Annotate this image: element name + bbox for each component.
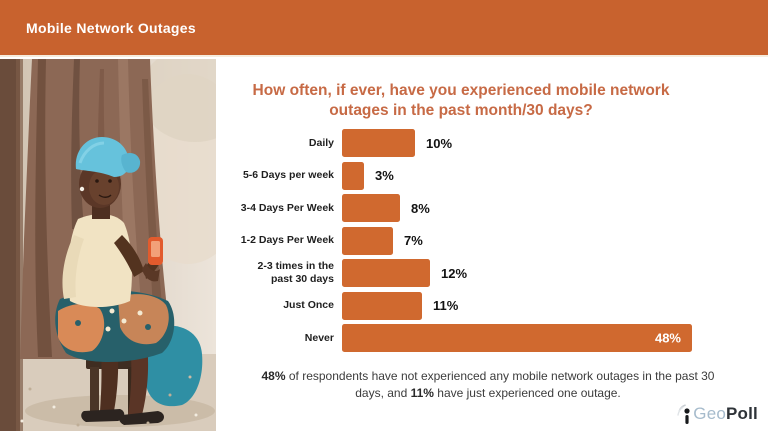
bar (342, 161, 364, 190)
category-label: Just Once (283, 299, 334, 312)
category-label: Daily (308, 136, 334, 149)
category-label: Never (304, 331, 334, 344)
bar (342, 226, 393, 255)
logo-poll: Poll (726, 404, 758, 423)
photo-illustration (0, 59, 216, 431)
category-label: 5-6 Days per week (242, 169, 334, 182)
value-label: 7% (404, 233, 423, 248)
chart-row: 2-3 times in the past 30 days 12% (216, 259, 768, 287)
bar-track: 3% (342, 161, 768, 190)
chart-title: How often, if ever, have you experienced… (252, 82, 670, 120)
bar-track: 8% (342, 194, 768, 222)
bar (342, 129, 415, 157)
bar-track: 48% (342, 324, 768, 352)
chart-row: 1-2 Days Per Week 7% (216, 226, 768, 255)
bar-track: 7% (342, 226, 768, 255)
value-label: 3% (375, 168, 394, 183)
category-label: 3-4 Days Per Week (240, 201, 334, 214)
value-label: 12% (441, 265, 468, 281)
page-title: Mobile Network Outages (26, 19, 196, 36)
bar-track: 10% (342, 129, 768, 157)
chart-row: Never 48% (216, 324, 768, 352)
bar (342, 259, 430, 287)
value-label: 48% (654, 330, 681, 346)
bar: 48% (342, 324, 692, 352)
bar (342, 291, 422, 320)
bar-track: 12% (342, 259, 768, 287)
chart-panel: How often, if ever, have you experienced… (216, 57, 768, 431)
chart-row: Just Once 11% (216, 291, 768, 320)
value-label: 10% (426, 135, 453, 151)
bar-chart: Daily 10% 5-6 Days per week 3% 3-4 Days Per … (216, 129, 768, 357)
value-label: 8% (411, 200, 430, 216)
category-label: 1-2 Days Per Week (240, 234, 334, 247)
geopoll-mark-icon (677, 404, 690, 424)
geopoll-logo: GeoPoll (677, 403, 758, 425)
header-bar: Mobile Network Outages (0, 0, 768, 57)
logo-geo: Geo (693, 404, 727, 423)
logo-text: GeoPoll (693, 404, 758, 424)
value-label: 11% (433, 298, 459, 313)
category-label: 2-3 times in the past 30 days (257, 260, 334, 285)
bar-track: 11% (342, 291, 768, 320)
bar (342, 194, 400, 222)
photo-woman-with-phone (0, 59, 216, 431)
chart-row: 5-6 Days per week 3% (216, 161, 768, 190)
chart-row: Daily 10% (216, 129, 768, 157)
chart-row: 3-4 Days Per Week 8% (216, 194, 768, 222)
summary-text: 48% of respondents have not experienced … (261, 369, 715, 401)
